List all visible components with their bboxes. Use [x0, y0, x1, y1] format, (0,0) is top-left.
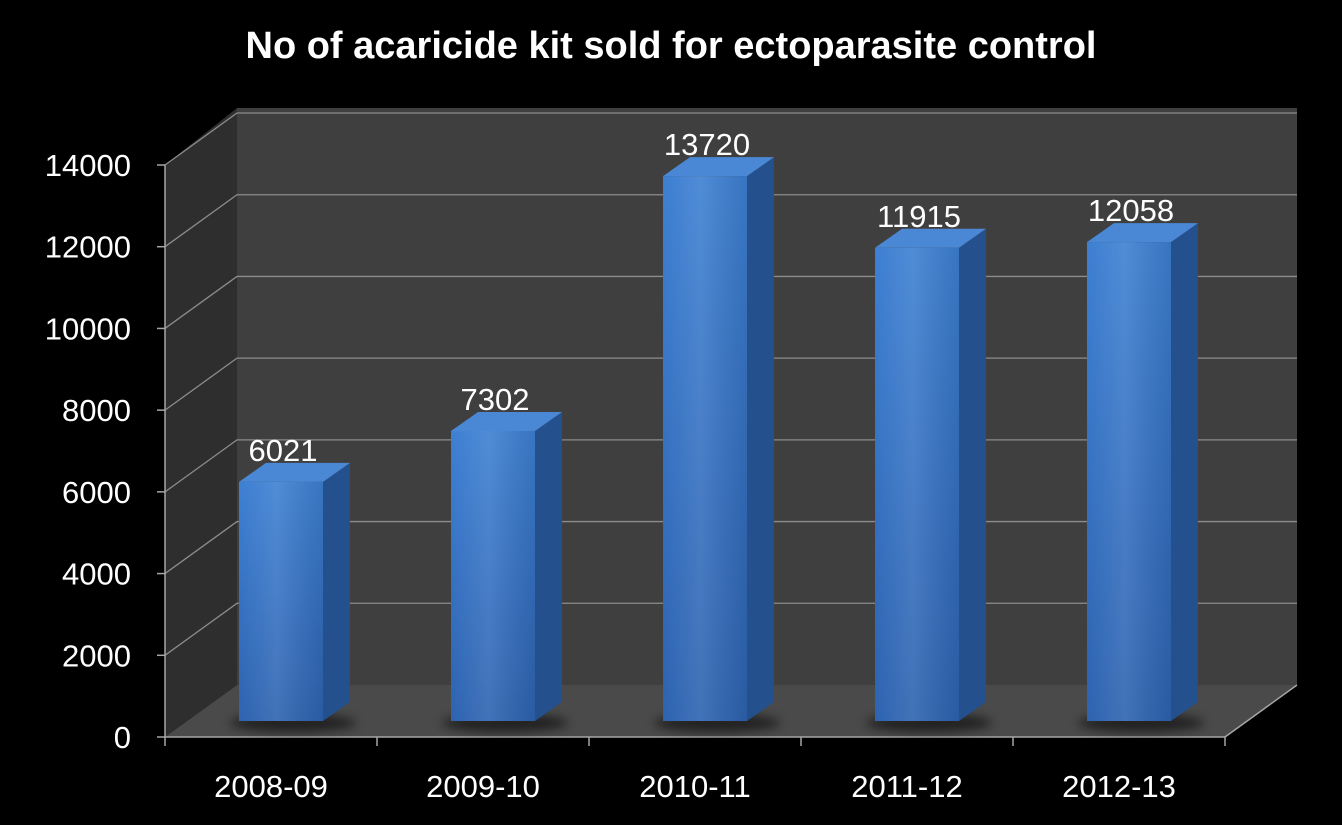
y-axis-ticks: 0 2000 4000 6000 8000 10000 12000 14000	[45, 148, 165, 755]
y-tick-label: 4000	[62, 557, 131, 592]
y-tick-label: 14000	[45, 148, 131, 183]
bar-side-face	[747, 157, 774, 721]
bar-top-face	[663, 157, 774, 177]
bar-top-face	[239, 462, 350, 482]
data-label: 13720	[664, 127, 750, 162]
data-label: 6021	[249, 433, 318, 468]
bar-2012-13	[1078, 223, 1204, 732]
bar-highlight	[663, 176, 747, 721]
y-tick-label: 2000	[62, 638, 131, 673]
chart-title: No of acaricide kit sold for ectoparasit…	[246, 25, 1097, 67]
data-label: 7302	[461, 382, 530, 417]
bar-side-face	[535, 412, 562, 721]
bar-2010-11	[654, 157, 780, 732]
x-tick-label: 2011-12	[851, 769, 962, 804]
floor-edge	[1224, 684, 1298, 738]
y-tick-label: 6000	[62, 475, 131, 510]
y-tick-label: 0	[114, 720, 131, 755]
axes	[164, 165, 1298, 738]
bar-highlight	[1087, 242, 1171, 722]
bar-side-face	[959, 228, 986, 721]
bar-2008-09	[230, 462, 356, 732]
x-tick-label: 2008-09	[214, 769, 328, 804]
bar-2011-12	[866, 228, 992, 732]
bar-side-face	[323, 462, 350, 721]
data-label: 11915	[877, 199, 961, 234]
gridline	[164, 194, 1297, 248]
side-wall	[165, 108, 237, 737]
bar-highlight	[451, 431, 535, 721]
gridline	[164, 112, 1297, 166]
x-tick-label: 2009-10	[426, 769, 540, 804]
y-tick-label: 12000	[45, 230, 131, 265]
bar-top-face	[451, 412, 562, 432]
bar-top-face	[875, 228, 986, 248]
bar-highlight	[239, 481, 323, 721]
y-tick-label: 10000	[45, 311, 131, 346]
bar-top-face	[1087, 223, 1198, 243]
bar-2009-10	[442, 412, 568, 732]
data-label: 12058	[1088, 193, 1174, 228]
y-tick-label: 8000	[62, 393, 131, 428]
bar-highlight	[875, 247, 959, 721]
data-labels: 6021 7302 13720 11915 12058	[249, 127, 1175, 468]
x-tick-label: 2012-13	[1062, 769, 1176, 804]
x-axis-ticks: 2008-09 2009-10 2010-11 2011-12 2012-13	[164, 737, 1226, 804]
x-tick-label: 2010-11	[639, 769, 750, 804]
bar-side-face	[1171, 223, 1198, 722]
bars	[230, 157, 1204, 732]
